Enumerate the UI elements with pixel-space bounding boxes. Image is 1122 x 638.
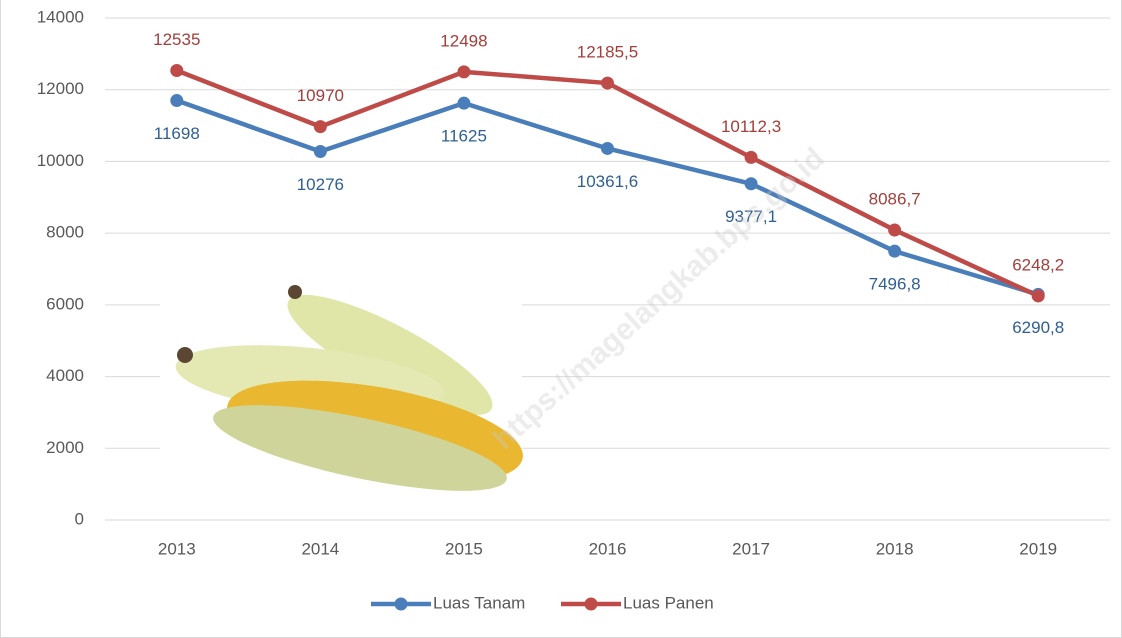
marker bbox=[888, 223, 902, 237]
data-label: 6248,2 bbox=[1012, 255, 1064, 274]
marker bbox=[170, 94, 184, 108]
x-tick-label: 2013 bbox=[158, 539, 196, 558]
data-label: 12535 bbox=[153, 30, 200, 49]
data-label: 8086,7 bbox=[869, 190, 921, 209]
data-label: 10970 bbox=[297, 86, 344, 105]
y-tick-label: 14000 bbox=[37, 7, 84, 26]
data-label: 7496,8 bbox=[869, 275, 921, 294]
y-tick-label: 0 bbox=[75, 509, 84, 528]
data-label: 10276 bbox=[297, 175, 344, 194]
marker bbox=[601, 141, 614, 155]
y-tick-label: 6000 bbox=[46, 294, 84, 313]
data-label: 10112,3 bbox=[721, 117, 781, 136]
data-label: 9377,1 bbox=[725, 207, 777, 226]
data-label: 10361,6 bbox=[577, 172, 638, 191]
y-tick-label: 12000 bbox=[37, 79, 84, 98]
x-tick-label: 2018 bbox=[876, 539, 914, 558]
x-tick-label: 2014 bbox=[301, 539, 339, 558]
marker bbox=[313, 120, 327, 134]
data-label: 11698 bbox=[154, 124, 200, 143]
y-tick-label: 10000 bbox=[37, 151, 84, 170]
marker bbox=[744, 150, 758, 164]
marker bbox=[170, 64, 184, 78]
legend-marker bbox=[394, 597, 408, 611]
data-label: 11625 bbox=[441, 127, 487, 146]
marker bbox=[313, 145, 327, 159]
y-tick-label: 4000 bbox=[46, 366, 84, 385]
legend-marker bbox=[584, 597, 598, 611]
data-label: 12185,5 bbox=[577, 43, 638, 62]
marker bbox=[601, 76, 614, 90]
marker bbox=[888, 244, 902, 258]
data-label: 12498 bbox=[440, 31, 487, 50]
data-label: 6290,8 bbox=[1012, 318, 1064, 337]
x-tick-label: 2017 bbox=[732, 539, 770, 558]
marker bbox=[457, 96, 471, 110]
y-tick-label: 8000 bbox=[46, 223, 84, 242]
legend-label: Luas Tanam bbox=[433, 593, 525, 612]
corn-image bbox=[160, 280, 523, 518]
legend-label: Luas Panen bbox=[623, 593, 714, 612]
x-tick-label: 2015 bbox=[445, 539, 483, 558]
marker bbox=[457, 65, 471, 79]
y-tick-label: 2000 bbox=[46, 438, 84, 457]
marker bbox=[744, 177, 758, 191]
x-tick-label: 2016 bbox=[589, 539, 627, 558]
x-tick-label: 2019 bbox=[1019, 539, 1057, 558]
marker bbox=[1031, 289, 1045, 303]
